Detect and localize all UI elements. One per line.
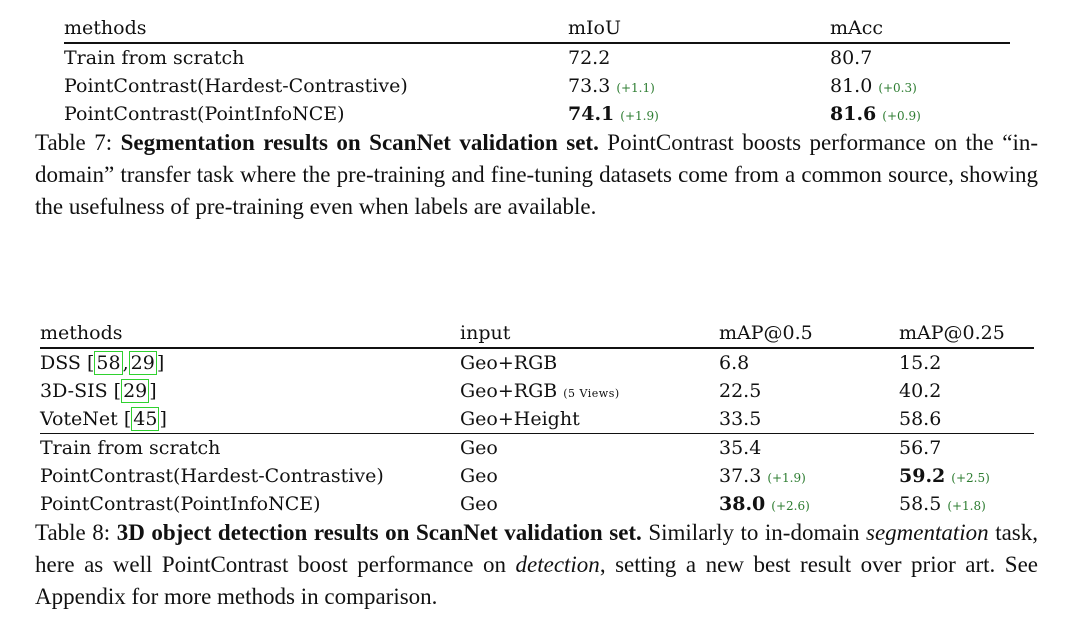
method-cell: Train from scratch — [40, 437, 221, 459]
miou-cell: 74.1 (+1.9) — [568, 100, 830, 128]
method-name: 3D-SIS — [40, 380, 114, 402]
map25-cell: 56.7 — [899, 437, 942, 459]
table-row: DSS [58, 29] Geo+RGB 6.8 15.2 — [40, 348, 1034, 377]
value: 73.3 — [568, 75, 611, 97]
miou-cell: 73.3 (+1.1) — [568, 72, 830, 100]
input-cell: Geo+RGB — [460, 352, 558, 374]
method-cell: PointContrast(Hardest-Contrastive) — [40, 465, 384, 487]
method-cell: Train from scratch — [64, 47, 245, 69]
caption-text: PointContrast boosts performance on the … — [35, 130, 1038, 219]
method-cell: PointContrast(PointInfoNCE) — [64, 103, 345, 125]
value: 37.3 — [719, 465, 762, 487]
delta: (+0.9) — [882, 109, 921, 123]
table-row: PointContrast(PointInfoNCE) Geo 38.0 (+2.… — [40, 490, 1034, 518]
map50-cell: 22.5 — [719, 380, 762, 402]
input-cell: Geo+RGB (5 Views) — [460, 377, 719, 405]
map25-cell: 15.2 — [899, 352, 942, 374]
delta: (+1.8) — [947, 499, 986, 513]
input-note: (5 Views) — [563, 387, 620, 400]
delta: (+2.6) — [771, 499, 810, 513]
method-cell: PointContrast(Hardest-Contrastive) — [64, 75, 408, 97]
map25-cell: 58.5 (+1.8) — [899, 490, 1034, 518]
delta: (+2.5) — [951, 471, 990, 485]
caption-label: Table 7: — [35, 130, 121, 155]
map50-cell: 6.8 — [719, 352, 750, 374]
table-8-caption: Table 8: 3D object detection results on … — [35, 517, 1038, 613]
value: 72.2 — [568, 47, 611, 69]
table-header-row: methods input mAP@0.5 mAP@0.25 — [40, 319, 1034, 348]
table-8: methods input mAP@0.5 mAP@0.25 DSS [58, 2… — [40, 319, 1034, 518]
map25-cell: 59.2 (+2.5) — [899, 462, 1034, 490]
method-cell: 3D-SIS [29] — [40, 379, 157, 403]
caption-label: Table 8: — [35, 520, 117, 545]
caption-italic: detection — [515, 552, 600, 577]
method-name: DSS — [40, 352, 87, 374]
value: 81.0 — [830, 75, 873, 97]
input-cell: Geo — [460, 493, 498, 515]
miou-cell: 72.2 — [568, 43, 830, 72]
delta: (+0.3) — [878, 81, 917, 95]
input-value: Geo+RGB — [460, 380, 558, 402]
map25-cell: 40.2 — [899, 380, 942, 402]
table-row: PointContrast(Hardest-Contrastive) Geo 3… — [40, 462, 1034, 490]
macc-cell: 81.6 (+0.9) — [830, 100, 1010, 128]
header-methods: methods — [40, 322, 123, 344]
table-row: 3D-SIS [29] Geo+RGB (5 Views) 22.5 40.2 — [40, 377, 1034, 405]
header-methods: methods — [64, 17, 147, 39]
table-7: methods mIoU mAcc Train from scratch 72.… — [64, 14, 1010, 128]
method-cell: DSS [58, 29] — [40, 351, 165, 375]
map50-cell: 37.3 (+1.9) — [719, 462, 899, 490]
caption-italic: segmentation — [866, 520, 989, 545]
table-row: Train from scratch Geo 35.4 56.7 — [40, 433, 1034, 463]
input-cell: Geo — [460, 437, 498, 459]
table-row: Train from scratch 72.2 80.7 — [64, 43, 1010, 72]
input-cell: Geo+Height — [460, 408, 580, 430]
method-name: VoteNet — [40, 408, 124, 430]
citation-link[interactable]: 29 — [128, 351, 157, 375]
method-cell: VoteNet [45] — [40, 407, 167, 431]
value-best: 81.6 — [830, 103, 877, 125]
citation-link[interactable]: 45 — [131, 407, 160, 431]
map50-cell: 33.5 — [719, 408, 762, 430]
table-row: VoteNet [45] Geo+Height 33.5 58.6 — [40, 405, 1034, 434]
value-best: 74.1 — [568, 103, 615, 125]
table-7-caption: Table 7: Segmentation results on ScanNet… — [35, 127, 1038, 223]
table-row: PointContrast(PointInfoNCE) 74.1 (+1.9) 8… — [64, 100, 1010, 128]
value-best: 59.2 — [899, 465, 946, 487]
macc-cell: 80.7 — [830, 43, 1010, 72]
delta: (+1.9) — [767, 471, 806, 485]
caption-text: task, here as well PointContrast boost p… — [35, 520, 1038, 577]
caption-text: Similarly to in-domain — [641, 520, 866, 545]
value: 80.7 — [830, 47, 873, 69]
macc-cell: 81.0 (+0.3) — [830, 72, 1010, 100]
value: 58.5 — [899, 493, 942, 515]
delta: (+1.1) — [616, 81, 655, 95]
method-cell: PointContrast(PointInfoNCE) — [40, 493, 321, 515]
input-cell: Geo — [460, 465, 498, 487]
caption-bold: Segmentation results on ScanNet validati… — [120, 130, 599, 155]
delta: (+1.9) — [620, 109, 659, 123]
map50-cell: 38.0 (+2.6) — [719, 490, 899, 518]
map25-cell: 58.6 — [899, 408, 942, 430]
header-map50: mAP@0.5 — [719, 322, 813, 344]
header-miou: mIoU — [568, 17, 621, 39]
header-map25: mAP@0.25 — [899, 322, 1005, 344]
caption-bold: 3D object detection results on ScanNet v… — [116, 520, 642, 545]
citation-link[interactable]: 58 — [94, 351, 123, 375]
table-row: PointContrast(Hardest-Contrastive) 73.3 (… — [64, 72, 1010, 100]
value-best: 38.0 — [719, 493, 766, 515]
map50-cell: 35.4 — [719, 437, 762, 459]
header-macc: mAcc — [830, 17, 884, 39]
table-header-row: methods mIoU mAcc — [64, 14, 1010, 43]
citation-link[interactable]: 29 — [121, 379, 150, 403]
caption-text: , setting a new best result over prior a… — [35, 552, 1039, 609]
header-input: input — [460, 322, 511, 344]
